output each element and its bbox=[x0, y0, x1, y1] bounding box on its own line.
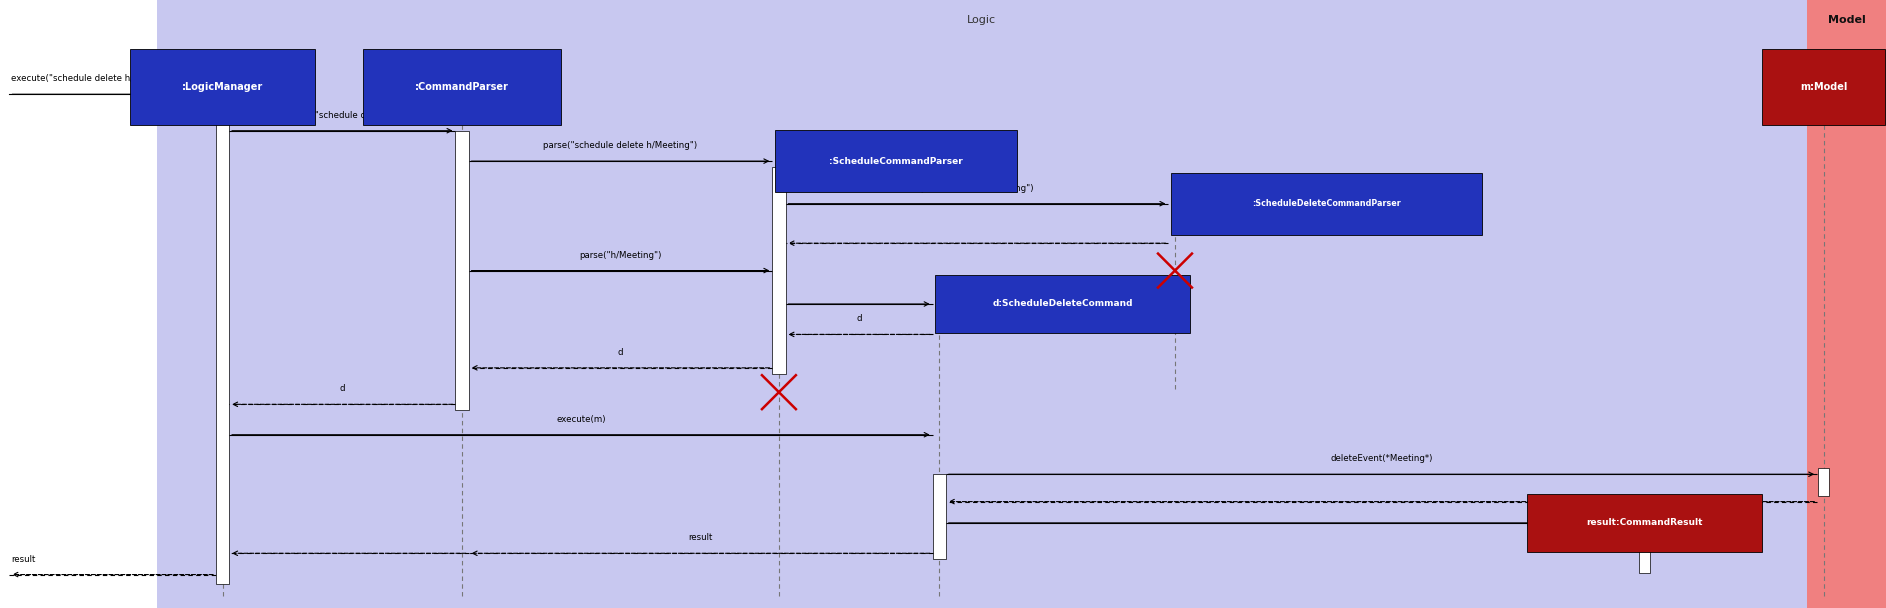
Text: result: result bbox=[11, 554, 36, 564]
Text: deleteEvent(*Meeting*): deleteEvent(*Meeting*) bbox=[1330, 454, 1433, 463]
Bar bbox=[1807, 0, 1886, 608]
Text: parse("delete h/Meeting"): parse("delete h/Meeting") bbox=[920, 184, 1034, 193]
FancyBboxPatch shape bbox=[362, 49, 562, 125]
FancyBboxPatch shape bbox=[1528, 494, 1762, 552]
Bar bbox=[773, 167, 785, 374]
Text: :LogicManager: :LogicManager bbox=[181, 81, 264, 92]
Text: execute("schedule delete h/Meeting"): execute("schedule delete h/Meeting") bbox=[11, 74, 175, 83]
Text: :CommandParser: :CommandParser bbox=[415, 81, 509, 92]
Text: :ScheduleCommandParser: :ScheduleCommandParser bbox=[830, 157, 962, 165]
Text: Model: Model bbox=[1828, 15, 1865, 25]
FancyBboxPatch shape bbox=[775, 130, 1017, 192]
Bar bbox=[1818, 468, 1829, 496]
Bar bbox=[1639, 549, 1650, 573]
Text: :ScheduleDeleteCommandParser: :ScheduleDeleteCommandParser bbox=[1252, 199, 1401, 208]
FancyBboxPatch shape bbox=[1762, 49, 1886, 125]
Bar bbox=[456, 131, 468, 410]
Text: d: d bbox=[856, 314, 862, 323]
Text: result: result bbox=[688, 533, 713, 542]
Text: result:CommandResult: result:CommandResult bbox=[1586, 519, 1703, 527]
Text: Logic: Logic bbox=[968, 15, 996, 25]
FancyBboxPatch shape bbox=[130, 49, 315, 125]
Bar bbox=[215, 94, 228, 584]
Text: d:ScheduleDeleteCommand: d:ScheduleDeleteCommand bbox=[992, 300, 1133, 308]
FancyBboxPatch shape bbox=[935, 275, 1190, 333]
Bar bbox=[157, 0, 1807, 608]
Text: parse("h/Meeting"): parse("h/Meeting") bbox=[579, 250, 662, 260]
FancyBboxPatch shape bbox=[1171, 173, 1482, 235]
Text: parse("schedule delete h/Meeting"): parse("schedule delete h/Meeting") bbox=[543, 141, 698, 150]
Bar bbox=[932, 474, 945, 559]
Text: d: d bbox=[619, 348, 622, 357]
Text: parseCommand("schedule delete h/Meeting"): parseCommand("schedule delete h/Meeting"… bbox=[243, 111, 441, 120]
Text: m:Model: m:Model bbox=[1799, 81, 1848, 92]
Text: d: d bbox=[339, 384, 345, 393]
Text: execute(m): execute(m) bbox=[556, 415, 605, 424]
